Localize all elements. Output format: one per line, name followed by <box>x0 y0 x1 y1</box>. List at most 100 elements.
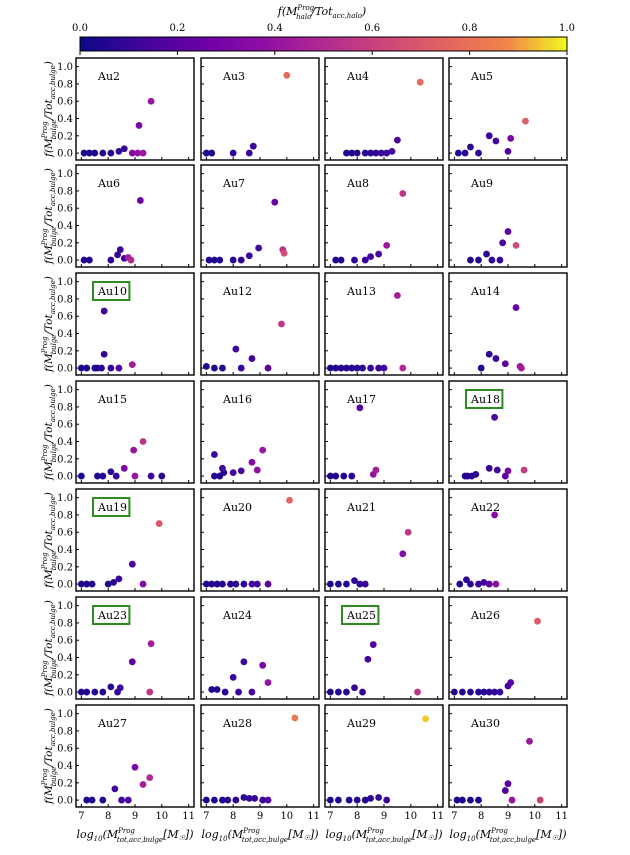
x-tick-label: 11 <box>307 811 320 822</box>
colorbar-tick-label: 1.0 <box>559 23 575 34</box>
scatter-point <box>219 464 226 472</box>
y-tick-label: 0.4 <box>57 329 73 340</box>
panel-au27: 7 8 9 10 11 0.0 0.2 0.4 0.6 0.8 1.0 Au27 <box>57 704 195 822</box>
scatter-point <box>367 253 374 261</box>
scatter-point <box>83 580 91 588</box>
panel-au18: Au18 <box>448 380 568 484</box>
scatter-point <box>450 688 458 696</box>
panel-au28: 7 8 9 10 11 Au28 <box>200 704 320 822</box>
scatter-point <box>130 446 138 454</box>
y-tick-label: 0.0 <box>57 796 73 807</box>
scatter-point <box>467 580 474 588</box>
scatter-point <box>86 149 93 157</box>
scatter-point <box>485 132 493 140</box>
panel-title: Au4 <box>346 70 369 83</box>
x-tick-label: 9 <box>257 811 263 822</box>
scatter-point <box>111 785 119 793</box>
panel-au5: Au5 <box>448 57 568 161</box>
scatter-point <box>131 763 139 771</box>
scatter-point <box>100 307 108 315</box>
y-tick-label: 0.4 <box>57 114 73 125</box>
panel-frame <box>75 272 195 376</box>
scatter-point <box>485 580 493 588</box>
scatter-point <box>240 580 248 588</box>
scatter-point <box>507 134 515 142</box>
scatter-point <box>112 472 120 480</box>
scatter-point <box>264 679 272 686</box>
scatter-point <box>235 688 242 696</box>
panel-au21: Au21 <box>324 488 444 592</box>
scatter-point <box>353 149 361 157</box>
scatter-point <box>80 256 88 264</box>
panel-frame <box>75 380 195 484</box>
panel-frame <box>324 704 444 808</box>
scatter-point <box>86 256 93 264</box>
y-tick-label: 0.0 <box>57 472 73 483</box>
scatter-point <box>485 464 493 472</box>
scatter-point <box>507 679 515 686</box>
scatter-point <box>116 684 124 692</box>
panel-au12: Au12 <box>200 272 320 376</box>
panel-au9: Au9 <box>448 164 568 268</box>
y-axis-label: f(MProgbulge/Totacc,bulge) <box>41 168 58 265</box>
scatter-point <box>232 796 240 804</box>
scatter-point <box>475 149 482 157</box>
y-tick-label: 0.0 <box>57 256 73 267</box>
panel-title: Au6 <box>97 177 120 190</box>
scatter-point <box>147 640 155 648</box>
y-tick-label: 1.0 <box>57 277 73 288</box>
scatter-point <box>249 142 257 150</box>
x-tick-label: 9 <box>132 811 138 822</box>
scatter-point <box>107 468 115 476</box>
scatter-point <box>467 688 474 696</box>
scatter-point <box>492 580 500 588</box>
scatter-point <box>213 580 221 588</box>
scatter-point <box>128 361 136 369</box>
scatter-point <box>345 796 353 804</box>
scatter-point <box>91 688 99 696</box>
scatter-point <box>253 580 261 588</box>
x-tick-label: 7 <box>203 811 209 822</box>
scatter-point <box>512 304 520 311</box>
x-axis-label: log10(MProg tot,acc,bulge[M☉]) <box>76 827 193 844</box>
scatter-point <box>351 577 358 585</box>
scatter-point <box>211 472 218 480</box>
panel-au8: Au8 <box>324 164 444 268</box>
scatter-point <box>240 658 248 666</box>
panel-au30: 7 8 9 10 11 Au30 <box>448 704 568 822</box>
scatter-point <box>526 737 533 745</box>
panel-au2: 0.0 0.2 0.4 0.6 0.8 1.0 Au2 <box>57 57 195 161</box>
y-axis-label: f(MProgbulge/Totacc,bulge) <box>41 492 58 589</box>
scatter-point <box>128 658 136 666</box>
panel-frame <box>324 57 444 161</box>
panel-au20: Au20 <box>200 488 320 592</box>
scatter-point <box>240 794 248 801</box>
scatter-point <box>388 147 396 155</box>
scatter-point <box>245 794 253 802</box>
colorbar-tick-label: 0.8 <box>462 23 478 34</box>
x-tick-label: 9 <box>381 811 387 822</box>
scatter-point <box>332 256 340 264</box>
scatter-point <box>467 256 474 264</box>
panel-au17: Au17 <box>324 380 444 484</box>
panel-frame <box>200 704 320 808</box>
scatter-point <box>326 580 334 588</box>
scatter-point <box>146 774 154 782</box>
scatter-point <box>335 688 342 696</box>
highlight-box <box>92 497 131 517</box>
scatter-point <box>83 364 91 372</box>
y-axis-label: f(MProgbulge/Totacc,bulge) <box>41 61 58 158</box>
colorbar-tick-label: 0.2 <box>169 23 185 34</box>
scatter-point <box>245 149 253 157</box>
scatter-point <box>343 580 350 588</box>
x-tick-label: 7 <box>327 811 333 822</box>
scatter-point <box>115 147 123 155</box>
scatter-point <box>248 355 256 362</box>
scatter-point <box>491 688 498 696</box>
scatter-point <box>480 578 488 586</box>
scatter-point <box>219 364 226 372</box>
y-axis-label: f(MProgbulge/Totacc,bulge) <box>41 384 58 481</box>
colorbar-tick-label: 0.6 <box>364 23 380 34</box>
y-axis-label: f(MProgbulge/Totacc,bulge) <box>41 708 58 805</box>
y-axis-labels: f(MProgbulge/Totacc,bulge) f(MProgbulge/T… <box>41 61 58 805</box>
